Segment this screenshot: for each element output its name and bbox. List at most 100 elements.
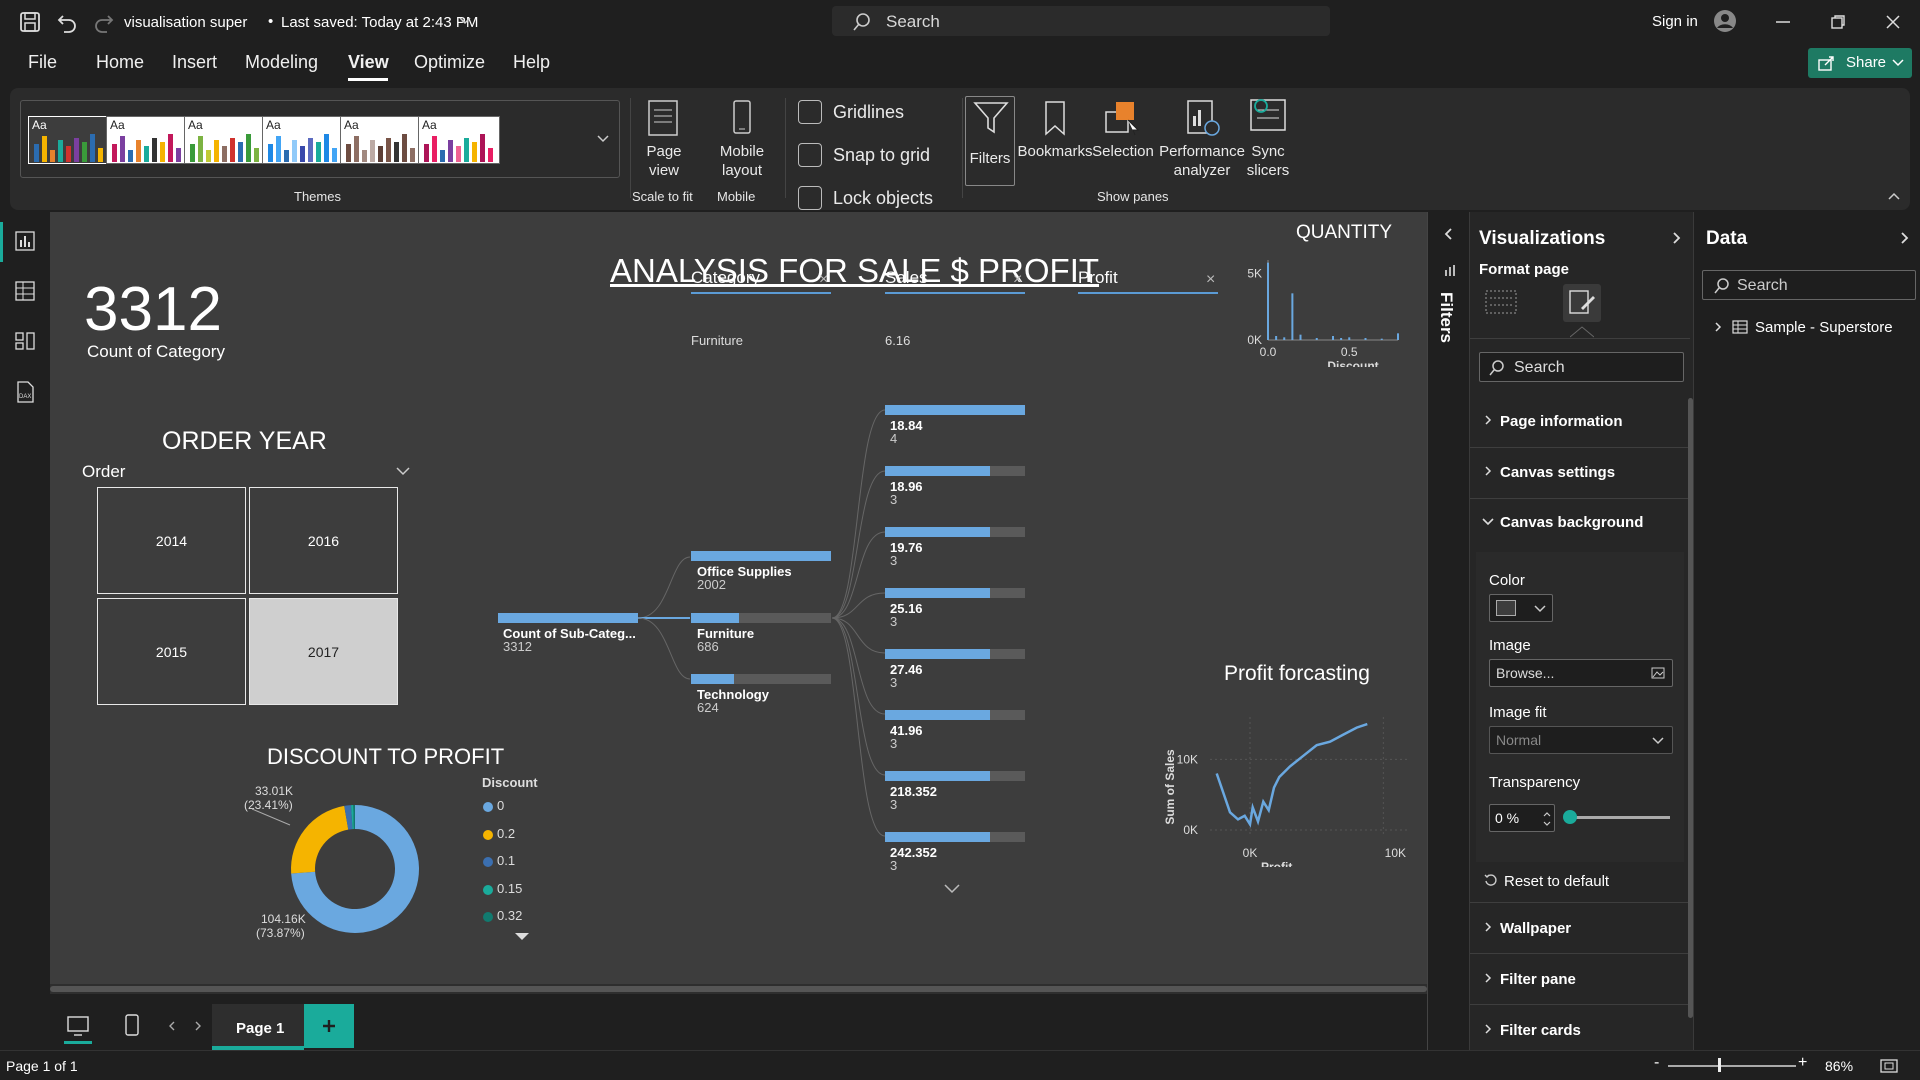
donut-slice[interactable] xyxy=(344,805,353,830)
selection-icon[interactable] xyxy=(1102,98,1142,138)
chevron-down-icon[interactable] xyxy=(944,884,960,894)
menu-home[interactable]: Home xyxy=(96,52,145,72)
legend-item-label[interactable]: 0.1 xyxy=(497,853,516,868)
decomp-leaf-bar[interactable] xyxy=(885,527,1025,537)
prev-page-icon[interactable] xyxy=(168,1021,176,1031)
decomp-leaf-bar[interactable] xyxy=(885,405,1025,415)
format-search-input[interactable]: Search xyxy=(1479,352,1684,382)
decomp-node-bar[interactable] xyxy=(691,674,831,684)
donut-slice[interactable] xyxy=(353,805,355,830)
table-sample-superstore[interactable]: Sample - Superstore xyxy=(1755,319,1893,336)
image-fit-dropdown[interactable]: Normal xyxy=(1489,726,1673,754)
build-visual-icon[interactable] xyxy=(1484,288,1518,316)
decomp-leaf-bar[interactable] xyxy=(885,710,1025,720)
zoom-in-button[interactable]: + xyxy=(1798,1054,1808,1071)
section-filter-cards[interactable]: Filter cards xyxy=(1500,1022,1581,1039)
theme-swatch[interactable]: Aa xyxy=(340,116,422,164)
data-search-input[interactable]: Search xyxy=(1702,270,1916,300)
quantity-bar[interactable] xyxy=(1283,337,1286,340)
quantity-bar[interactable] xyxy=(1275,336,1278,340)
card-value[interactable]: 3312 xyxy=(84,275,222,344)
legend-more-icon[interactable] xyxy=(514,932,530,942)
filters-options-icon[interactable] xyxy=(1443,264,1457,278)
page-view-button[interactable]: Page view xyxy=(646,143,682,179)
report-canvas[interactable]: ANALYSIS FOR SALE $ PROFIT 3312 Count of… xyxy=(50,212,1427,994)
format-page-tab[interactable] xyxy=(1563,284,1601,322)
theme-swatch[interactable]: Aa xyxy=(184,116,266,164)
quantity-bar[interactable] xyxy=(1364,338,1367,340)
theme-swatch[interactable]: Aa xyxy=(418,116,500,164)
mobile-layout-icon[interactable] xyxy=(722,98,762,138)
legend-item-label[interactable]: 0 xyxy=(497,798,505,813)
section-canvas-background[interactable]: Canvas background xyxy=(1500,514,1644,531)
year-tile-2016[interactable]: 2016 xyxy=(249,487,398,594)
quantity-bar[interactable] xyxy=(1315,338,1318,340)
file-name[interactable]: visualisation super xyxy=(124,14,248,31)
section-page-information[interactable]: Page information xyxy=(1500,413,1623,430)
chevron-down-icon[interactable] xyxy=(597,135,609,143)
snap-to-grid-checkbox[interactable] xyxy=(798,143,822,167)
collapse-pane-icon[interactable] xyxy=(1672,232,1682,244)
decomp-node-bar[interactable] xyxy=(691,613,831,623)
profit-forecast-chart[interactable]: 0K 10K 0K 10K Profit Sum of Sales xyxy=(1160,697,1425,867)
transparency-slider-track[interactable] xyxy=(1566,816,1670,819)
transparency-input[interactable]: 0 % xyxy=(1489,804,1555,832)
decomp-leaf-bar[interactable] xyxy=(885,771,1025,781)
zoom-out-button[interactable]: - xyxy=(1654,1054,1660,1071)
bookmark-icon[interactable] xyxy=(1040,100,1070,136)
menu-help[interactable]: Help xyxy=(513,52,551,72)
menu-file[interactable]: File xyxy=(28,52,58,72)
zoom-slider-track[interactable] xyxy=(1668,1065,1796,1067)
sync-slicers-icon[interactable] xyxy=(1247,96,1291,138)
discount-donut-chart[interactable] xyxy=(280,794,430,944)
donut-slice[interactable] xyxy=(351,805,354,830)
quantity-bar[interactable] xyxy=(1380,338,1383,340)
search-input[interactable]: Search xyxy=(832,6,1330,36)
menu-modeling[interactable]: Modeling xyxy=(245,52,319,72)
expand-filters-icon[interactable] xyxy=(1443,228,1453,240)
year-tile-2014[interactable]: 2014 xyxy=(97,487,246,594)
section-wallpaper[interactable]: Wallpaper xyxy=(1500,920,1572,937)
profit-series-line[interactable] xyxy=(1215,722,1368,828)
saved-status[interactable]: Last saved: Today at 2:43 PM xyxy=(281,14,479,31)
decomp-leaf-bar[interactable] xyxy=(885,466,1025,476)
donut-slice[interactable] xyxy=(291,805,349,874)
decomp-leaf-bar[interactable] xyxy=(885,649,1025,659)
chevron-right-icon[interactable] xyxy=(1714,322,1722,332)
desktop-layout-icon[interactable] xyxy=(66,1015,90,1037)
chevron-down-icon[interactable] xyxy=(396,466,410,476)
chevron-down-icon[interactable] xyxy=(459,16,471,26)
canvas-scrollbar[interactable] xyxy=(50,984,1427,994)
restore-icon[interactable] xyxy=(1830,14,1846,30)
filters-pane-button[interactable]: Filters xyxy=(965,96,1015,186)
selection-button[interactable]: Selection xyxy=(1092,143,1154,160)
collapse-pane-icon[interactable] xyxy=(1900,232,1910,244)
color-picker[interactable] xyxy=(1489,594,1553,622)
model-view-icon[interactable] xyxy=(14,330,36,352)
image-browse-input[interactable]: Browse... xyxy=(1489,659,1673,687)
mobile-layout-icon[interactable] xyxy=(124,1014,140,1036)
quantity-bar[interactable] xyxy=(1291,293,1294,340)
menu-optimize[interactable]: Optimize xyxy=(414,52,486,72)
category-slicer[interactable]: Category xyxy=(691,268,831,294)
clear-sales-icon[interactable]: × xyxy=(1013,271,1023,288)
year-tile-2015[interactable]: 2015 xyxy=(97,598,246,705)
profit-slicer[interactable]: Profit xyxy=(1078,268,1218,294)
quantity-bar[interactable] xyxy=(1267,262,1269,340)
transparency-slider-thumb[interactable] xyxy=(1563,810,1577,824)
year-tile-2017[interactable]: 2017 xyxy=(249,598,398,705)
performance-analyzer-button[interactable]: Performance analyzer xyxy=(1159,143,1245,179)
table-view-icon[interactable] xyxy=(14,280,36,302)
report-title[interactable]: ANALYSIS FOR SALE $ PROFIT xyxy=(610,252,1100,289)
theme-swatch[interactable]: Aa xyxy=(106,116,188,164)
bookmarks-button[interactable]: Bookmarks xyxy=(1017,143,1093,160)
performance-analyzer-icon[interactable] xyxy=(1182,98,1222,138)
add-page-button[interactable] xyxy=(304,1004,354,1048)
donut-slice[interactable] xyxy=(291,805,419,933)
reset-to-default-link[interactable]: Reset to default xyxy=(1504,873,1610,890)
sync-slicers-button[interactable]: Sync slicers xyxy=(1246,143,1290,179)
page-view-icon[interactable] xyxy=(643,98,683,138)
theme-swatch[interactable]: Aa xyxy=(28,116,110,164)
lock-objects-checkbox[interactable] xyxy=(798,186,822,210)
